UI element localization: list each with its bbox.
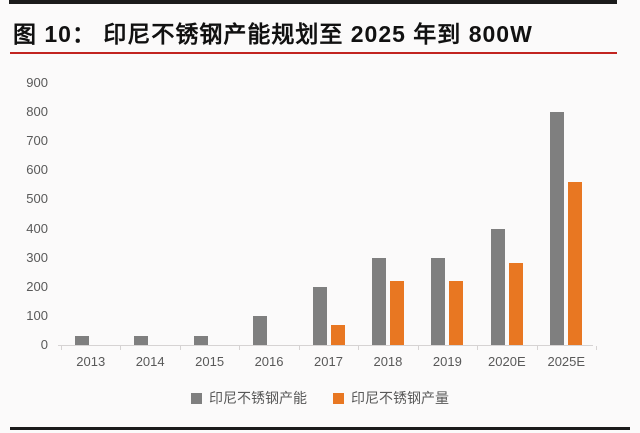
bar-capacity-2020E xyxy=(490,228,505,345)
x-axis-tick-label: 2016 xyxy=(254,354,284,369)
figure-header: 图 10： 印尼不锈钢产能规划至 2025 年到 800W xyxy=(9,0,617,60)
bar-output-2017 xyxy=(330,324,345,345)
x-axis-line xyxy=(58,345,593,346)
x-axis-tick-label: 2018 xyxy=(373,354,403,369)
bar-capacity-2019 xyxy=(431,257,446,345)
legend-label: 印尼不锈钢产能 xyxy=(209,390,307,406)
x-axis-tick-mark xyxy=(358,346,360,350)
legend-swatch-icon xyxy=(333,392,344,404)
y-axis-tick-label: 600 xyxy=(26,162,48,178)
bar-output-2019 xyxy=(449,280,464,345)
x-axis-tick-mark xyxy=(120,346,122,350)
figure-bottom-rule xyxy=(10,427,630,430)
x-axis-tick-label: 2015 xyxy=(195,354,225,369)
bar-capacity-2013 xyxy=(74,336,89,345)
bar-output-2018 xyxy=(389,280,404,345)
x-axis-tick-mark xyxy=(61,346,62,350)
figure-title: 图 10： 印尼不锈钢产能规划至 2025 年到 800W xyxy=(13,21,533,47)
x-axis-tick-label: 2013 xyxy=(76,354,106,369)
y-axis-tick-label: 900 xyxy=(26,75,48,90)
x-axis-tick-mark xyxy=(179,346,181,350)
bar-capacity-2025E xyxy=(550,112,565,345)
x-axis-tick-mark xyxy=(596,346,597,350)
y-axis-tick-label: 800 xyxy=(26,104,48,120)
y-axis-tick-label: 200 xyxy=(26,278,48,294)
legend-swatch-icon xyxy=(191,392,202,404)
bar-output-2025E xyxy=(568,181,583,345)
bar-capacity-2015 xyxy=(193,336,208,345)
x-axis-tick-mark xyxy=(417,346,419,350)
y-axis-tick-label: 400 xyxy=(26,220,48,236)
x-axis-tick-mark xyxy=(239,346,241,350)
legend-item-output: 印尼不锈钢产量 xyxy=(333,388,449,408)
x-axis-tick-label: 2017 xyxy=(314,354,343,369)
legend-label: 印尼不锈钢产量 xyxy=(351,390,449,406)
y-axis-tick-label: 500 xyxy=(26,191,48,207)
y-axis-tick-label: 300 xyxy=(26,249,48,265)
x-axis-tick-mark xyxy=(536,346,538,350)
bar-chart: 0 100 200 300 400 500 600 700 800 900 2013 2014 2015… xyxy=(0,56,640,382)
title-underline-rule xyxy=(10,52,617,54)
x-axis-tick-label: 2025E xyxy=(547,354,586,369)
x-axis-tick-mark xyxy=(298,346,300,350)
bar-capacity-2016 xyxy=(253,315,268,345)
bar-output-2020E xyxy=(508,263,523,345)
x-axis-tick-label: 2020E xyxy=(488,354,526,369)
x-axis-tick-label: 2014 xyxy=(135,354,165,369)
y-axis-tick-label: 700 xyxy=(26,133,48,149)
legend-item-capacity: 印尼不锈钢产能 xyxy=(191,388,307,408)
x-axis-tick-label: 2019 xyxy=(432,354,462,369)
bar-capacity-2014 xyxy=(134,336,149,345)
y-axis-tick-label: 100 xyxy=(26,307,48,323)
bar-capacity-2017 xyxy=(312,286,327,345)
x-axis-tick-mark xyxy=(477,346,479,350)
chart-legend: 印尼不锈钢产能 印尼不锈钢产量 xyxy=(0,388,640,408)
y-axis-tick-label: 0 xyxy=(40,337,48,352)
bar-capacity-2018 xyxy=(371,257,386,345)
